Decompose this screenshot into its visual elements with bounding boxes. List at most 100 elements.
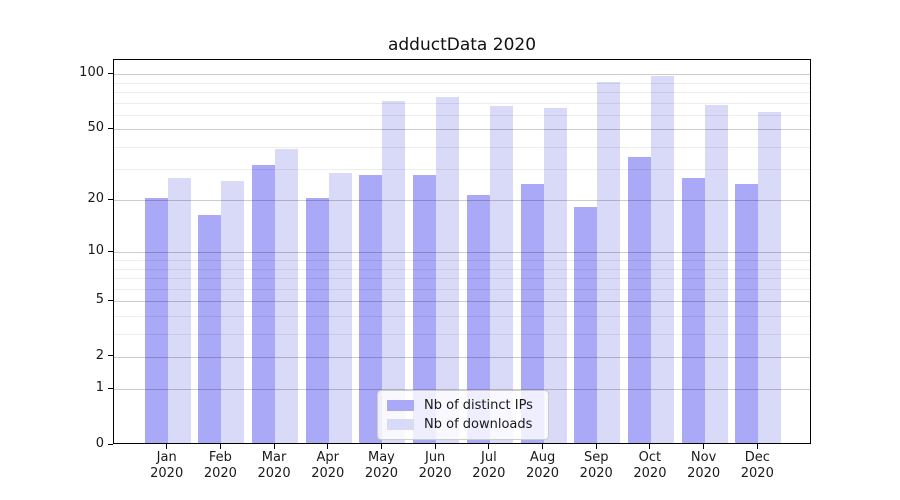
- x-tick-year: 2020: [418, 466, 452, 481]
- bar-downloads-mar: [275, 148, 299, 443]
- gridline-minor: [114, 114, 810, 116]
- bar-distinct-ips-sep: [574, 206, 598, 443]
- y-tick-mark: [108, 72, 113, 74]
- x-tick-label-oct: Oct 2020: [618, 450, 682, 482]
- legend-swatch-distinct-ips-icon: [387, 400, 414, 411]
- bar-downloads-jan: [167, 178, 191, 443]
- x-tick-year: 2020: [740, 466, 774, 481]
- x-tick-mark: [166, 444, 168, 449]
- y-tick-label: 2: [95, 347, 104, 363]
- bar-distinct-ips-oct: [627, 157, 651, 443]
- grid-layer: [114, 60, 810, 443]
- x-tick-month: Mar: [261, 450, 287, 465]
- gridline-major: [114, 129, 810, 131]
- x-tick-month: Jun: [424, 450, 446, 465]
- bar-distinct-ips-aug: [520, 184, 544, 443]
- gridline-minor: [114, 288, 810, 290]
- y-tick-label: 100: [79, 65, 104, 81]
- y-tick-mark: [108, 299, 113, 301]
- bar-distinct-ips-dec: [735, 184, 759, 443]
- bars-layer: [114, 60, 810, 443]
- plot-area: Nb of distinct IPs Nb of downloads: [113, 59, 811, 444]
- x-tick-month: Jul: [481, 450, 497, 465]
- x-tick-label-mar: Mar 2020: [242, 450, 306, 482]
- x-tick-year: 2020: [311, 466, 345, 481]
- bar-downloads-jul: [489, 106, 513, 443]
- x-tick-label-dec: Dec 2020: [725, 450, 789, 482]
- x-tick-label-jul: Jul 2020: [457, 450, 521, 482]
- gridline-minor: [114, 268, 810, 270]
- bar-downloads-sep: [597, 82, 621, 443]
- x-tick-label-nov: Nov 2020: [672, 450, 736, 482]
- y-tick-mark: [108, 387, 113, 389]
- x-tick-label-sep: Sep 2020: [564, 450, 628, 482]
- bar-downloads-oct: [650, 76, 674, 443]
- bar-distinct-ips-feb: [198, 215, 222, 443]
- legend-label-downloads: Nb of downloads: [424, 417, 533, 432]
- x-tick-month: Nov: [690, 450, 717, 465]
- gridline-minor: [114, 333, 810, 335]
- bar-downloads-jun: [436, 97, 460, 443]
- legend-item-distinct-ips: Nb of distinct IPs: [378, 396, 548, 415]
- x-tick-mark: [273, 444, 275, 449]
- x-tick-month: Oct: [638, 450, 662, 465]
- x-tick-mark: [327, 444, 329, 449]
- gridline-minor: [114, 82, 810, 84]
- x-tick-label-aug: Aug 2020: [511, 450, 575, 482]
- gridline-major: [114, 74, 810, 76]
- chart-title: adductData 2020: [387, 35, 537, 55]
- gridline-minor: [114, 102, 810, 104]
- x-tick-label-may: May 2020: [349, 450, 413, 482]
- x-tick-label-jun: Jun 2020: [403, 450, 467, 482]
- x-tick-year: 2020: [472, 466, 506, 481]
- x-tick-label-jan: Jan 2020: [135, 450, 199, 482]
- x-tick-label-apr: Apr 2020: [296, 450, 360, 482]
- x-tick-mark: [542, 444, 544, 449]
- gridline-major: [114, 301, 810, 303]
- y-tick-mark: [108, 127, 113, 129]
- x-tick-year: 2020: [525, 466, 560, 481]
- x-tick-mark: [649, 444, 651, 449]
- gridline-minor: [114, 92, 810, 94]
- y-tick-label: 1: [95, 380, 104, 396]
- bar-distinct-ips-apr: [305, 198, 329, 443]
- x-tick-mark: [488, 444, 490, 449]
- x-tick-year: 2020: [364, 466, 398, 481]
- bar-distinct-ips-jan: [144, 198, 168, 443]
- gridline-major: [114, 252, 810, 254]
- x-tick-mark: [219, 444, 221, 449]
- y-tick-label: 0: [95, 436, 104, 451]
- gridline-minor: [114, 146, 810, 148]
- bar-downloads-may: [382, 100, 406, 443]
- x-tick-month: Feb: [208, 450, 232, 465]
- x-tick-year: 2020: [257, 466, 291, 481]
- x-tick-year: 2020: [633, 466, 667, 481]
- x-tick-mark: [595, 444, 597, 449]
- bar-distinct-ips-mar: [252, 164, 276, 443]
- y-tick-mark: [108, 355, 113, 357]
- bar-distinct-ips-may: [359, 175, 383, 443]
- gridline-minor: [114, 277, 810, 279]
- x-tick-month: Sep: [583, 450, 609, 465]
- bar-downloads-nov: [704, 105, 728, 443]
- bar-distinct-ips-nov: [681, 178, 705, 443]
- x-tick-mark: [703, 444, 705, 449]
- bar-downloads-apr: [328, 172, 352, 443]
- bar-distinct-ips-jul: [466, 194, 490, 443]
- bar-distinct-ips-jun: [413, 175, 437, 443]
- x-tick-month: Apr: [316, 450, 340, 465]
- y-tick-mark: [108, 443, 113, 445]
- x-tick-year: 2020: [150, 466, 184, 481]
- y-tick-label: 50: [87, 120, 104, 136]
- gridline-major: [114, 389, 810, 391]
- x-tick-mark: [380, 444, 382, 449]
- bar-downloads-aug: [543, 107, 567, 443]
- x-tick-month: Aug: [529, 450, 556, 465]
- x-tick-year: 2020: [687, 466, 721, 481]
- bar-downloads-dec: [758, 111, 782, 443]
- x-tick-month: Dec: [744, 450, 770, 465]
- x-tick-month: May: [368, 450, 395, 465]
- legend-swatch-downloads-icon: [387, 419, 414, 430]
- x-tick-year: 2020: [579, 466, 613, 481]
